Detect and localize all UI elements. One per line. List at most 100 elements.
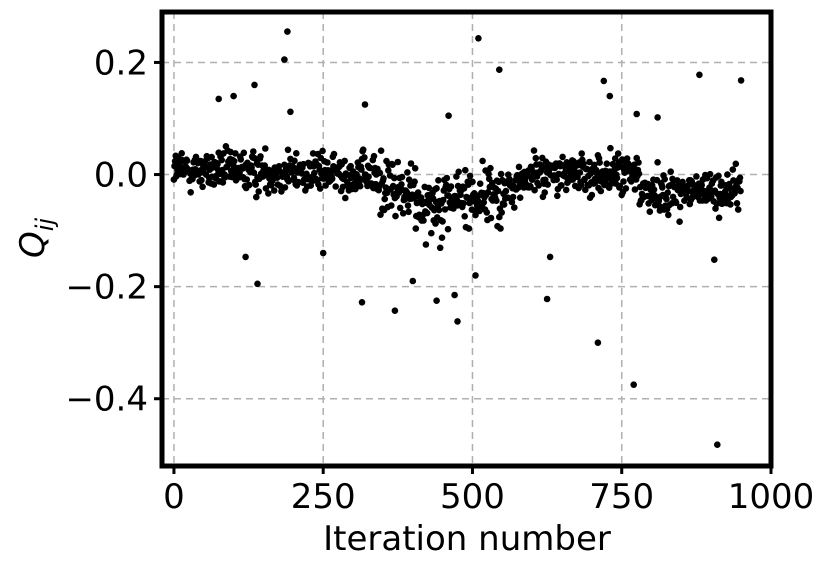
data-point — [428, 229, 435, 237]
data-point — [436, 244, 444, 252]
data-point — [303, 170, 310, 178]
data-point — [251, 154, 258, 162]
data-point — [558, 182, 565, 189]
data-point — [262, 145, 269, 152]
x-tick-label: 750 — [589, 477, 654, 517]
data-point — [732, 160, 740, 168]
data-point — [365, 173, 372, 181]
data-point — [444, 225, 452, 233]
data-point — [343, 171, 350, 179]
data-point — [341, 157, 349, 165]
data-point — [672, 199, 680, 207]
data-point — [242, 253, 249, 261]
data-point — [183, 157, 191, 164]
data-point — [737, 187, 744, 195]
data-point — [377, 147, 385, 154]
data-point — [433, 185, 440, 192]
data-point — [270, 187, 278, 194]
data-point — [332, 183, 340, 190]
data-point — [616, 182, 624, 190]
data-point — [215, 95, 222, 103]
data-point — [576, 169, 584, 176]
data-point — [410, 194, 418, 202]
data-point — [485, 170, 492, 178]
data-point — [376, 169, 384, 177]
data-point — [407, 160, 415, 167]
data-point — [199, 183, 206, 191]
data-point — [356, 182, 364, 190]
data-point — [724, 171, 731, 178]
data-point — [715, 172, 722, 180]
data-point — [730, 177, 737, 184]
data-point — [734, 206, 742, 213]
data-point — [630, 381, 637, 389]
data-point — [403, 188, 411, 196]
data-point — [230, 157, 238, 165]
data-point — [265, 190, 272, 197]
data-point — [388, 202, 395, 209]
data-point — [411, 165, 419, 172]
data-point — [714, 441, 721, 449]
x-axis-label: Iteration number — [323, 519, 611, 559]
data-point — [248, 164, 255, 171]
data-point — [230, 92, 237, 100]
data-point — [361, 101, 369, 108]
data-point — [631, 186, 639, 193]
data-point — [261, 162, 269, 169]
data-point — [405, 176, 413, 183]
data-point — [586, 158, 593, 166]
data-point — [676, 218, 683, 225]
data-point — [281, 184, 289, 191]
data-point — [733, 200, 741, 207]
data-point — [553, 176, 560, 183]
data-point — [411, 178, 418, 185]
data-point — [496, 66, 503, 73]
data-point — [635, 159, 642, 166]
data-point — [243, 176, 251, 183]
data-point — [439, 196, 447, 204]
data-point — [635, 170, 643, 177]
data-point — [480, 199, 488, 206]
data-point — [506, 175, 513, 183]
data-point — [250, 169, 258, 176]
data-point — [214, 161, 221, 168]
y-tick-label: −0.2 — [65, 268, 148, 308]
data-point — [466, 172, 474, 180]
data-point — [487, 214, 495, 222]
data-point — [661, 175, 668, 183]
data-point — [620, 178, 627, 185]
data-point — [546, 253, 554, 261]
data-point — [380, 175, 387, 182]
data-point — [609, 160, 617, 168]
data-point — [498, 209, 506, 216]
data-point — [667, 168, 674, 175]
data-point — [715, 214, 723, 222]
data-point — [460, 200, 467, 207]
data-point — [443, 174, 451, 182]
data-point — [455, 168, 463, 176]
data-point — [623, 155, 631, 162]
data-point — [377, 211, 384, 218]
data-point — [659, 184, 666, 191]
data-point — [414, 189, 422, 196]
data-point — [663, 195, 670, 203]
data-point — [712, 205, 719, 212]
data-point — [472, 272, 479, 279]
data-point — [544, 181, 551, 188]
data-point — [594, 339, 602, 347]
grid-lines — [162, 12, 772, 466]
data-point — [287, 108, 294, 116]
data-point — [358, 166, 365, 173]
data-point — [250, 148, 257, 155]
data-point — [484, 189, 492, 196]
data-point — [502, 187, 510, 195]
data-point — [583, 165, 591, 173]
data-point — [664, 189, 671, 196]
data-point — [404, 202, 412, 209]
data-point — [398, 181, 405, 188]
data-point — [187, 189, 194, 196]
data-point — [324, 159, 331, 166]
data-point — [218, 156, 225, 164]
data-point — [358, 299, 366, 306]
data-point — [311, 169, 318, 177]
